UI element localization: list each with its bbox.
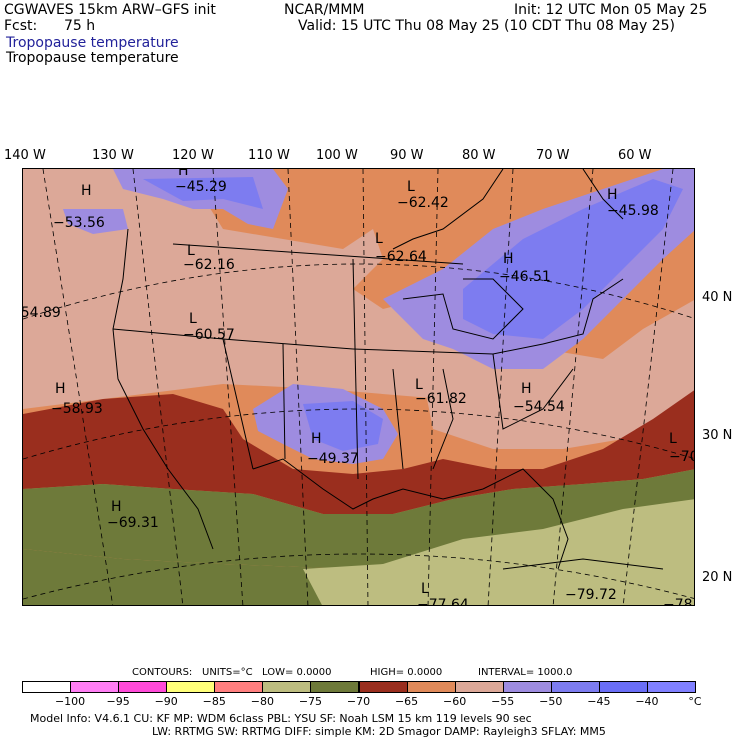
low-label: L: [187, 243, 195, 259]
colorbar-tick-label: −100: [54, 695, 86, 708]
high-label: H: [111, 499, 122, 515]
low-value: −62.16: [183, 257, 235, 273]
value-label: −79.72: [565, 587, 617, 603]
high-label: H: [55, 381, 66, 397]
colorbar-tick-label: −70: [346, 695, 371, 708]
colorbar-swatch: [550, 681, 600, 693]
contours-units: UNITS=°C: [202, 667, 253, 678]
value-label: −54.89: [22, 305, 61, 321]
high-value: −46.51: [499, 269, 551, 285]
colorbar-tick-label: −45: [587, 695, 611, 708]
colorbar-swatch: [358, 681, 408, 693]
contours-label: CONTOURS:: [132, 667, 193, 678]
high-value: −69.31: [107, 515, 159, 531]
contours-interval: INTERVAL= 1000.0: [478, 667, 573, 678]
high-label: H: [521, 381, 532, 397]
value-label: −78: [663, 597, 693, 606]
low-value: −70: [669, 449, 694, 465]
lat-label-30n: 30 N: [702, 428, 733, 443]
colorbar-tick-label: −90: [154, 695, 178, 708]
high-label: H: [311, 431, 322, 447]
high-label: H: [503, 251, 514, 267]
colorbar-swatch: [598, 681, 648, 693]
field-title-secondary: Tropopause temperature: [6, 50, 179, 66]
colorbar-tick-label: °C: [688, 695, 702, 708]
colorbar-swatch: [70, 681, 120, 693]
colorbar-tick-label: −80: [250, 695, 274, 708]
low-label: L: [421, 581, 429, 597]
contours-high: HIGH= 0.0000: [370, 667, 443, 678]
high-label: H: [81, 183, 92, 199]
lat-label-40n: 40 N: [702, 290, 733, 305]
high-value: −45.29: [175, 179, 227, 195]
colorbar-swatch: [310, 681, 360, 693]
low-value: −61.82: [415, 391, 467, 407]
forecast-label: Fcst:: [4, 18, 38, 34]
lon-label-80w: 80 W: [462, 148, 496, 163]
lon-label-60w: 60 W: [618, 148, 652, 163]
contours-low: LOW= 0.0000: [262, 667, 332, 678]
colorbar-tick-label: −60: [443, 695, 467, 708]
model-title: CGWAVES 15km ARW–GFS init: [4, 2, 216, 18]
colorbar-swatch: [166, 681, 216, 693]
low-label: L: [189, 311, 197, 327]
colorbar-swatch: [502, 681, 552, 693]
colorbar-tick-label: −50: [539, 695, 563, 708]
colorbar-tick-label: −95: [106, 695, 130, 708]
colorbar-swatch: [118, 681, 168, 693]
low-value: −62.42: [397, 195, 449, 211]
lon-label-120w: 120 W: [172, 148, 214, 163]
low-label: L: [375, 231, 383, 247]
map-canvas: [23, 169, 694, 605]
low-label: L: [415, 377, 423, 393]
low-value: −62.64: [375, 249, 427, 265]
colorbar-tick-label: −85: [202, 695, 226, 708]
low-label: L: [669, 431, 677, 447]
colorbar-swatch: [262, 681, 312, 693]
valid-time: Valid: 15 UTC Thu 08 May 25 (10 CDT Thu …: [298, 18, 676, 34]
tropopause-temperature-map: H −45.29 H −53.56 L −62.42 H −45.98 L −6…: [22, 168, 695, 606]
lon-label-130w: 130 W: [92, 148, 134, 163]
field-title-primary: Tropopause temperature: [6, 35, 179, 51]
high-value: −53.56: [53, 215, 105, 231]
colorbar-swatch: [646, 681, 696, 693]
colorbar-swatch: [454, 681, 504, 693]
init-time: Init: 12 UTC Mon 05 May 25: [514, 2, 708, 18]
colorbar-swatch: [22, 681, 72, 693]
lon-label-140w: 140 W: [4, 148, 46, 163]
lon-label-90w: 90 W: [390, 148, 424, 163]
high-value: −54.54: [513, 399, 565, 415]
forecast-hours: 75 h: [64, 18, 96, 34]
lon-label-110w: 110 W: [248, 148, 290, 163]
low-value: −77.64: [417, 597, 469, 606]
colorbar-swatch: [406, 681, 456, 693]
colorbar-tick-label: −55: [491, 695, 515, 708]
high-value: −49.37: [307, 451, 359, 467]
lon-label-100w: 100 W: [316, 148, 358, 163]
high-value: −58.93: [51, 401, 103, 417]
colorbar-tick-label: −75: [298, 695, 323, 708]
model-info-line-1: Model Info: V4.6.1 CU: KF MP: WDM 6class…: [30, 712, 532, 725]
high-label: H: [178, 168, 189, 179]
lon-label-70w: 70 W: [536, 148, 570, 163]
lat-label-20n: 20 N: [702, 570, 733, 585]
colorbar-tick-label: −40: [635, 695, 659, 708]
high-label: H: [607, 187, 618, 203]
low-label: L: [407, 179, 415, 195]
high-value: −45.98: [607, 203, 659, 219]
low-value: −60.57: [183, 327, 235, 343]
colorbar-swatch: [214, 681, 264, 693]
organization: NCAR/MMM: [284, 2, 365, 18]
colorbar-tick-label: −65: [394, 695, 419, 708]
model-info-line-2: LW: RRTMG SW: RRTMG DIFF: simple KM: 2D …: [152, 725, 606, 738]
